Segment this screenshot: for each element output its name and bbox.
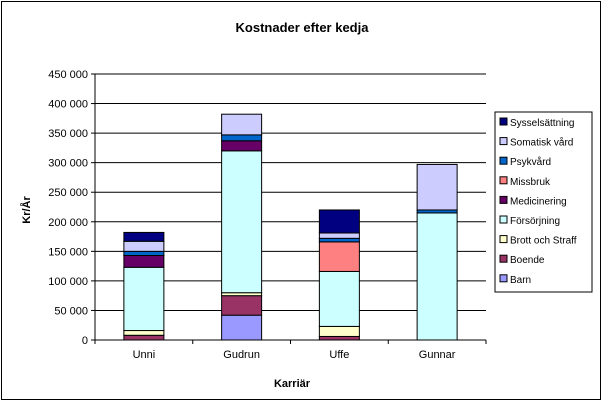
bar-segment [318, 237, 360, 243]
bar-segment [416, 163, 458, 211]
x-tick-label: Uffe [329, 349, 349, 361]
y-tick-label: 250 000 [48, 187, 88, 199]
legend-label: Psykvård [510, 156, 551, 168]
bar-segment [221, 295, 263, 316]
bar-segment [318, 270, 360, 327]
legend-label: Försörjning [510, 216, 560, 227]
y-tick-label: 150 000 [48, 246, 88, 258]
y-tick-label: 100 000 [48, 276, 88, 288]
legend-swatch [499, 215, 508, 224]
bar-segment [123, 240, 165, 252]
legend-label: Barn [510, 275, 531, 286]
stacked-bar-chart: Kostnader efter kedja 0 50 000 100 000 150 … [20, 20, 593, 390]
x-axis-label: Karriär [274, 378, 311, 390]
bar-segment [221, 314, 263, 341]
bars [123, 113, 458, 341]
x-axis-ticks: Unni Gudrun Uffe Gunnar [94, 340, 487, 361]
legend-swatch [499, 176, 508, 185]
bar-segment [416, 212, 458, 341]
bar-segment [221, 113, 263, 136]
y-tick-label: 350 000 [48, 128, 88, 140]
y-tick-label: 200 000 [48, 217, 88, 229]
legend-label: Boende [510, 255, 545, 266]
legend-label: Medicinering [510, 196, 567, 207]
bar-segment [221, 134, 263, 142]
x-tick-label: Unni [133, 349, 156, 361]
y-tick-label: 450 000 [48, 69, 88, 81]
legend-swatch [499, 156, 508, 165]
y-tick-label: 0 [82, 335, 88, 347]
bar-segment [123, 334, 165, 341]
legend-swatch [499, 137, 508, 146]
bar-segment [318, 241, 360, 272]
bar-segment [318, 209, 360, 234]
bar-segment [318, 335, 360, 341]
legend-swatch [499, 195, 508, 204]
x-tick-label: Gunnar [419, 349, 456, 361]
legend-label: Somatisk vård [510, 137, 573, 149]
legend-swatch [499, 254, 508, 263]
bar-segment [318, 232, 360, 239]
y-axis-ticks: 0 50 000 100 000 150 000 200 000 250 000 300 0… [48, 69, 95, 347]
y-tick-label: 400 000 [48, 99, 88, 111]
bar-segment [318, 325, 360, 337]
axes [94, 74, 486, 341]
y-axis-label: Kr/År [20, 196, 33, 224]
y-tick-label: 300 000 [48, 158, 88, 170]
bar-segment [123, 330, 165, 336]
legend-label: Sysselsättning [510, 118, 574, 129]
bar-segment [221, 140, 263, 152]
chart-title: Kostnader efter kedja [236, 20, 370, 35]
legend-label: Brott och Straff [510, 236, 577, 247]
bar-segment [123, 254, 165, 268]
bar-segment [123, 250, 165, 256]
legend-swatch [499, 117, 508, 126]
bar-segment [123, 231, 165, 242]
legend-label: Missbruk [510, 177, 551, 188]
x-tick-label: Gudrun [223, 349, 260, 361]
legend-box [494, 111, 593, 293]
legend: Sysselsättning Somatisk vård Psykvård Missb… [494, 111, 593, 293]
bar-segment [221, 150, 263, 294]
legend-swatch [499, 274, 508, 283]
y-tick-label: 50 000 [54, 305, 88, 317]
bar-segment [123, 266, 165, 332]
legend-swatch [499, 235, 508, 244]
